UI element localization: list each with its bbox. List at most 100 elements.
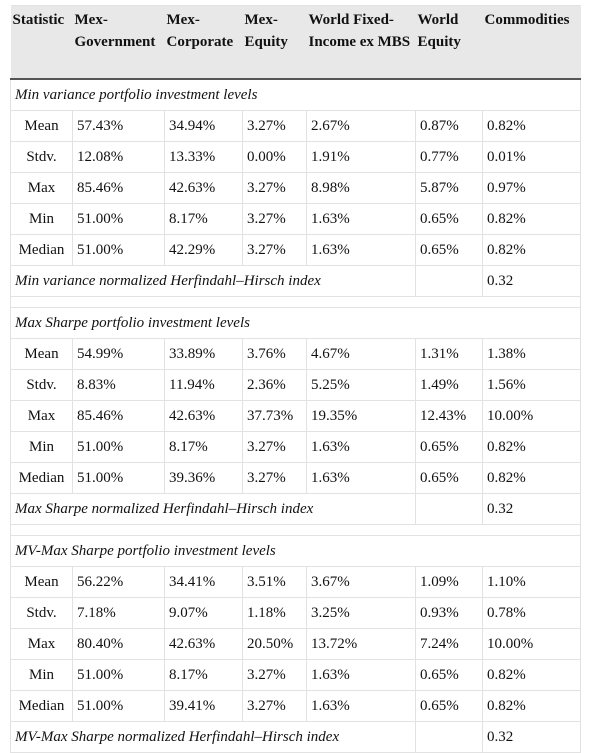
- cell: 11.94%: [164, 369, 243, 401]
- stat-label: Median: [10, 234, 73, 266]
- cell: 3.27%: [242, 431, 307, 463]
- cell: 51.00%: [72, 234, 165, 266]
- spacer-row: [10, 296, 581, 308]
- cell: 0.87%: [415, 110, 483, 142]
- index-value: 0.32: [482, 265, 581, 297]
- cell: 1.63%: [306, 659, 416, 691]
- cell: 0.78%: [482, 597, 581, 629]
- index-value: 0.32: [482, 493, 581, 525]
- spacer-cell: [10, 524, 581, 536]
- stat-label: Mean: [10, 566, 73, 598]
- stat-label: Max: [10, 400, 73, 432]
- data-row: Stdv. 12.08% 13.33% 0.00% 1.91% 0.77% 0.01%: [10, 141, 581, 173]
- stat-label: Max: [10, 628, 73, 660]
- spacer-cell: [10, 296, 581, 308]
- cell: 34.41%: [164, 566, 243, 598]
- cell: 51.00%: [72, 690, 165, 722]
- cell: 10.00%: [482, 628, 581, 660]
- cell: 8.98%: [306, 172, 416, 204]
- data-table: Statistic Mex-Government Mex-Corporate Mex-…: [10, 5, 581, 753]
- cell: 1.63%: [306, 431, 416, 463]
- stat-label: Max: [10, 172, 73, 204]
- cell: 8.83%: [72, 369, 165, 401]
- cell: 0.82%: [482, 234, 581, 266]
- cell: 12.43%: [415, 400, 483, 432]
- section-row: Max Sharpe portfolio investment levels: [10, 307, 581, 339]
- empty-cell: [415, 265, 483, 297]
- data-row: Stdv. 8.83% 11.94% 2.36% 5.25% 1.49% 1.56%: [10, 369, 581, 401]
- cell: 39.41%: [164, 690, 243, 722]
- cell: 1.63%: [306, 203, 416, 235]
- stat-label: Stdv.: [10, 369, 73, 401]
- section-row: Min variance portfolio investment levels: [10, 78, 581, 111]
- cell: 51.00%: [72, 431, 165, 463]
- cell: 3.27%: [242, 172, 307, 204]
- column-header: Mex-Equity: [242, 5, 307, 80]
- data-row: Min 51.00% 8.17% 3.27% 1.63% 0.65% 0.82%: [10, 431, 581, 463]
- cell: 3.27%: [242, 690, 307, 722]
- stat-label: Min: [10, 659, 73, 691]
- cell: 20.50%: [242, 628, 307, 660]
- cell: 51.00%: [72, 462, 165, 494]
- column-header: World Fixed-Income ex MBS: [306, 5, 416, 80]
- cell: 80.40%: [72, 628, 165, 660]
- cell: 8.17%: [164, 659, 243, 691]
- data-row: Max 85.46% 42.63% 3.27% 8.98% 5.87% 0.97%: [10, 172, 581, 204]
- cell: 42.63%: [164, 628, 243, 660]
- cell: 3.27%: [242, 203, 307, 235]
- cell: 54.99%: [72, 338, 165, 370]
- data-row: Min 51.00% 8.17% 3.27% 1.63% 0.65% 0.82%: [10, 659, 581, 691]
- index-label: Min variance normalized Herfindahl–Hirsc…: [10, 265, 416, 297]
- data-row: Mean 57.43% 34.94% 3.27% 2.67% 0.87% 0.82%: [10, 110, 581, 142]
- stat-label: Median: [10, 462, 73, 494]
- index-row: MV-Max Sharpe normalized Herfindahl–Hirs…: [10, 721, 581, 753]
- column-header: World Equity: [415, 5, 483, 80]
- cell: 0.65%: [415, 234, 483, 266]
- column-header: Statistic: [10, 5, 73, 80]
- index-row: Min variance normalized Herfindahl–Hirsc…: [10, 265, 581, 297]
- cell: 3.25%: [306, 597, 416, 629]
- cell: 37.73%: [242, 400, 307, 432]
- cell: 3.51%: [242, 566, 307, 598]
- cell: 51.00%: [72, 659, 165, 691]
- cell: 0.82%: [482, 431, 581, 463]
- stat-label: Stdv.: [10, 597, 73, 629]
- cell: 0.65%: [415, 659, 483, 691]
- data-row: Max 80.40% 42.63% 20.50% 13.72% 7.24% 10.00%: [10, 628, 581, 660]
- cell: 0.65%: [415, 203, 483, 235]
- cell: 1.38%: [482, 338, 581, 370]
- header-row: Statistic Mex-Government Mex-Corporate Mex-…: [10, 5, 581, 80]
- cell: 56.22%: [72, 566, 165, 598]
- cell: 2.67%: [306, 110, 416, 142]
- section-title: Max Sharpe portfolio investment levels: [10, 307, 581, 339]
- cell: 8.17%: [164, 431, 243, 463]
- cell: 1.56%: [482, 369, 581, 401]
- cell: 1.63%: [306, 690, 416, 722]
- cell: 0.97%: [482, 172, 581, 204]
- cell: 42.29%: [164, 234, 243, 266]
- empty-cell: [415, 493, 483, 525]
- stat-label: Mean: [10, 338, 73, 370]
- cell: 13.33%: [164, 141, 243, 173]
- cell: 3.27%: [242, 110, 307, 142]
- data-row: Median 51.00% 39.36% 3.27% 1.63% 0.65% 0.82%: [10, 462, 581, 494]
- cell: 3.27%: [242, 234, 307, 266]
- index-label: Max Sharpe normalized Herfindahl–Hirsch …: [10, 493, 416, 525]
- stat-label: Median: [10, 690, 73, 722]
- index-label: MV-Max Sharpe normalized Herfindahl–Hirs…: [10, 721, 416, 753]
- cell: 0.82%: [482, 659, 581, 691]
- data-row: Median 51.00% 42.29% 3.27% 1.63% 0.65% 0.82%: [10, 234, 581, 266]
- cell: 13.72%: [306, 628, 416, 660]
- data-row: Mean 56.22% 34.41% 3.51% 3.67% 1.09% 1.10%: [10, 566, 581, 598]
- cell: 33.89%: [164, 338, 243, 370]
- data-row: Stdv. 7.18% 9.07% 1.18% 3.25% 0.93% 0.78%: [10, 597, 581, 629]
- data-row: Max 85.46% 42.63% 37.73% 19.35% 12.43% 10.00%: [10, 400, 581, 432]
- cell: 0.82%: [482, 110, 581, 142]
- stat-label: Stdv.: [10, 141, 73, 173]
- section-title: MV-Max Sharpe portfolio investment level…: [10, 535, 581, 567]
- empty-cell: [415, 721, 483, 753]
- cell: 0.82%: [482, 690, 581, 722]
- cell: 0.93%: [415, 597, 483, 629]
- cell: 0.82%: [482, 203, 581, 235]
